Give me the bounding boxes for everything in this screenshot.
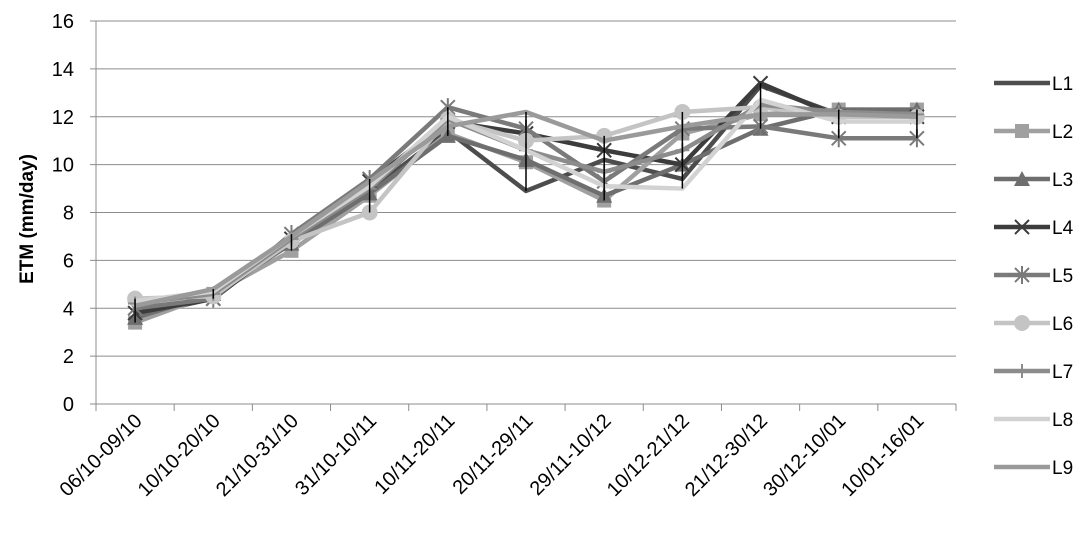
legend-entry-L8: L8 bbox=[994, 410, 1073, 431]
y-tick-label: 6 bbox=[63, 250, 74, 272]
legend-marker bbox=[1015, 364, 1029, 378]
legend-entry-L3: L3 bbox=[994, 170, 1073, 191]
legend-entry-L6: L6 bbox=[994, 314, 1073, 335]
legend-marker bbox=[1014, 171, 1030, 186]
y-tick-label: 2 bbox=[63, 346, 74, 368]
y-tick-label: 0 bbox=[63, 394, 74, 416]
legend-marker bbox=[1014, 315, 1030, 331]
y-tick-label: 16 bbox=[52, 11, 74, 33]
x-tick-label: 20/11-29/11 bbox=[449, 410, 538, 499]
legend-label: L1 bbox=[1052, 74, 1073, 95]
legend-label: L5 bbox=[1052, 266, 1073, 287]
legend-label: L8 bbox=[1052, 410, 1073, 431]
gridlines bbox=[96, 20, 956, 405]
x-tick-label: 10/12-21/12 bbox=[603, 410, 694, 501]
legend-marker bbox=[1015, 124, 1029, 138]
legend-label: L4 bbox=[1052, 218, 1074, 239]
x-tick-label: 10/01-16/01 bbox=[837, 410, 928, 501]
legend-entry-L7: L7 bbox=[994, 362, 1073, 383]
x-tick-label: 21/10-31/10 bbox=[212, 410, 303, 501]
y-tick-labels: 0 2 4 6 8 10 12 14 16 bbox=[52, 11, 74, 416]
legend-entry-L4: L4 bbox=[994, 218, 1074, 239]
x-tick-label: 10/10-20/10 bbox=[134, 410, 225, 501]
error-bars bbox=[134, 83, 918, 323]
y-axis-title: ETM (mm/day) bbox=[17, 154, 38, 284]
legend: L1 L2 L3 L4 L5 L6 L7 L8 L9 bbox=[994, 74, 1074, 479]
y-tick-label: 14 bbox=[52, 59, 74, 81]
axes bbox=[90, 20, 957, 411]
legend-entry-L5: L5 bbox=[994, 266, 1073, 287]
legend-entry-L9: L9 bbox=[994, 458, 1073, 479]
legend-label: L7 bbox=[1052, 362, 1073, 383]
y-tick-label: 8 bbox=[63, 203, 74, 225]
legend-label: L3 bbox=[1052, 170, 1073, 191]
x-tick-label: 31/10-10/11 bbox=[291, 410, 381, 500]
legend-entry-L2: L2 bbox=[994, 122, 1073, 143]
x-tick-label: 10/11-20/11 bbox=[370, 410, 459, 499]
x-tick-label: 06/10-09/10 bbox=[56, 410, 147, 501]
legend-marker bbox=[1014, 266, 1030, 284]
x-tick-label: 21/12-30/12 bbox=[681, 410, 772, 501]
x-tick-labels: 06/10-09/1010/10-20/1021/10-31/1031/10-1… bbox=[56, 410, 929, 501]
legend-marker bbox=[1014, 219, 1030, 235]
legend-label: L9 bbox=[1052, 458, 1073, 479]
y-tick-label: 10 bbox=[52, 155, 74, 177]
y-tick-label: 4 bbox=[63, 298, 74, 320]
y-tick-label: 12 bbox=[52, 107, 74, 129]
x-tick-label: 29/11-10/12 bbox=[526, 410, 616, 500]
x-tick-label: 30/12-10/01 bbox=[759, 410, 850, 501]
legend-label: L6 bbox=[1052, 314, 1073, 335]
legend-entry-L1: L1 bbox=[994, 74, 1073, 95]
legend-label: L2 bbox=[1052, 122, 1073, 143]
